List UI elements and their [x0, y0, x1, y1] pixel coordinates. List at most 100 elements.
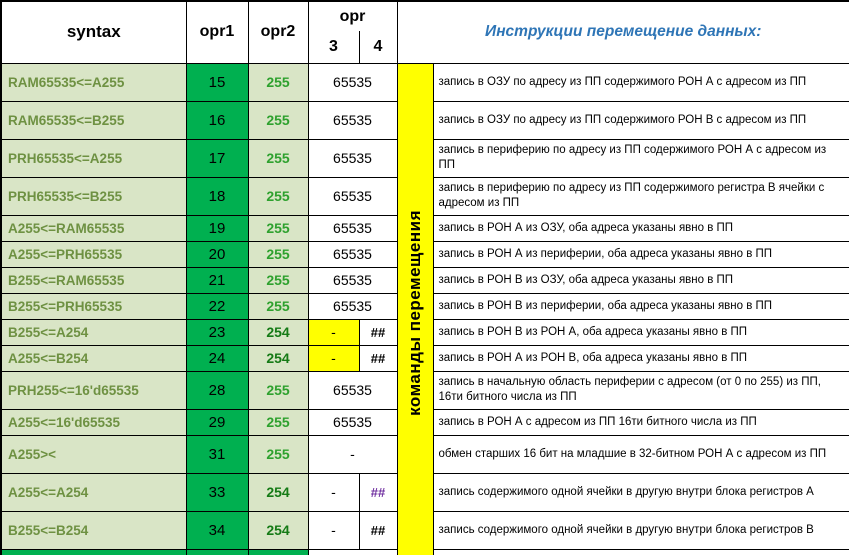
clipped-cell [185, 548, 249, 555]
opcode-cell: 20 [185, 240, 249, 268]
opcode-cell: 15 [185, 62, 249, 102]
table-row: PRH255<=16'd65535 28 255 65535 запись в нача… [0, 370, 849, 410]
column-header-opr2: opr2 [247, 0, 309, 64]
syntax-cell: PRH65535<=A255 [0, 138, 187, 178]
table-title: Инструкции перемещение данных: [396, 0, 849, 64]
description-cell: запись в РОН В из ОЗУ, оба адреса указан… [432, 266, 849, 294]
clipped-row [0, 548, 849, 555]
operand-cell: 65535 [307, 240, 398, 268]
opr2-cell: 255 [247, 100, 309, 140]
description-cell: запись в ОЗУ по адресу из ПП содержимого… [432, 62, 849, 102]
opr3-cell: - [307, 344, 360, 372]
description-cell: запись в РОН В из периферии, оба адреса … [432, 292, 849, 320]
syntax-cell: RAM65535<=A255 [0, 62, 187, 102]
description-cell: запись в РОН А из РОН В, оба адреса указ… [432, 344, 849, 372]
table-row: B255<=PRH65535 22 255 65535 запись в РОН В и… [0, 292, 849, 320]
opr2-cell: 255 [247, 434, 309, 474]
column-header-opr-group: opr [307, 0, 398, 31]
opr2-cell: 254 [247, 318, 309, 346]
syntax-cell: B255<=RAM65535 [0, 266, 187, 294]
table-row: RAM65535<=A255 15 255 65535 команды перемеще… [0, 62, 849, 555]
opr3-cell: - [307, 318, 360, 346]
clipped-cell [247, 548, 309, 555]
opr2-cell: 254 [247, 472, 309, 512]
operand-cell: 65535 [307, 408, 398, 436]
description-cell: запись в РОН В из РОН А, оба адреса указ… [432, 318, 849, 346]
table-body: RAM65535<=A255 15 255 65535 команды перемеще… [0, 62, 849, 555]
column-header-opr3: 3 [307, 31, 360, 64]
table-row: A255<=PRH65535 20 255 65535 запись в РОН А и… [0, 240, 849, 268]
operand-cell: 65535 [307, 176, 398, 216]
opr4-cell: ## [358, 344, 398, 372]
opcode-cell: 19 [185, 214, 249, 242]
clipped-cell [0, 548, 187, 555]
description-cell: запись в ОЗУ по адресу из ПП содержимого… [432, 100, 849, 140]
opcode-cell: 28 [185, 370, 249, 410]
syntax-cell: A255<=B254 [0, 344, 187, 372]
operand-cell: 65535 [307, 214, 398, 242]
syntax-cell: RAM65535<=B255 [0, 100, 187, 140]
opr2-cell: 255 [247, 370, 309, 410]
syntax-cell: PRH65535<=B255 [0, 176, 187, 216]
opr2-cell: 254 [247, 344, 309, 372]
syntax-cell: A255<=16'd65535 [0, 408, 187, 436]
operand-cell: 65535 [307, 370, 398, 410]
opr4-cell: ## [358, 318, 398, 346]
opr2-cell: 255 [247, 292, 309, 320]
clipped-cell [307, 548, 398, 555]
opr2-cell: 255 [247, 62, 309, 102]
operand-cell: 65535 [307, 292, 398, 320]
syntax-cell: B255<=A254 [0, 318, 187, 346]
column-header-opr4: 4 [358, 31, 398, 64]
table-row: A255<=A254 33 254- ## запись содержимого одн… [0, 472, 849, 512]
syntax-cell: A255<=A254 [0, 472, 187, 512]
opr4-cell: ## [358, 510, 398, 550]
description-cell: запись в периферию по адресу из ПП содер… [432, 176, 849, 216]
table-row: RAM65535<=B255 16 255 65535 запись в ОЗУ по … [0, 100, 849, 140]
syntax-cell: A255<=PRH65535 [0, 240, 187, 268]
opcode-cell: 34 [185, 510, 249, 550]
description-cell: запись в периферию по адресу из ПП содер… [432, 138, 849, 178]
column-header-opr1: opr1 [185, 0, 249, 64]
syntax-cell: B255<=PRH65535 [0, 292, 187, 320]
opr2-cell: 255 [247, 240, 309, 268]
syntax-cell: A255<=RAM65535 [0, 214, 187, 242]
table-row: PRH65535<=A255 17 255 65535 запись в перифер… [0, 138, 849, 178]
opr3-cell: - [307, 472, 360, 512]
opr2-cell: 254 [247, 510, 309, 550]
clipped-cell [432, 548, 849, 555]
description-cell: запись содержимого одной ячейки в другую… [432, 472, 849, 512]
opcode-cell: 17 [185, 138, 249, 178]
operand-cell: - [307, 434, 398, 474]
opcode-cell: 33 [185, 472, 249, 512]
header-subrow: 3 4 [1, 31, 849, 64]
description-cell: запись в начальную область периферии с а… [432, 370, 849, 410]
syntax-cell: B255<=B254 [0, 510, 187, 550]
table-row: A255<=RAM65535 19 255 65535 запись в РОН А и… [0, 214, 849, 242]
operand-cell: 65535 [307, 138, 398, 178]
opr2-cell: 255 [247, 266, 309, 294]
opr3-cell: - [307, 510, 360, 550]
opcode-cell: 16 [185, 100, 249, 140]
opcode-cell: 18 [185, 176, 249, 216]
syntax-cell: PRH255<=16'd65535 [0, 370, 187, 410]
header-row: syntax opr1 opr2 opr Инструкции перемеще… [0, 0, 849, 64]
opcode-cell: 23 [185, 318, 249, 346]
syntax-cell: A255>< [0, 434, 187, 474]
description-cell: запись в РОН А с адресом из ПП 16ти битн… [432, 408, 849, 436]
opcode-cell: 31 [185, 434, 249, 474]
table-row: PRH65535<=B255 18 255 65535 запись в перифер… [0, 176, 849, 216]
vertical-banner-label: команды перемещения [405, 209, 424, 416]
opr2-cell: 255 [247, 176, 309, 216]
opr4-cell: ## [358, 472, 398, 512]
description-cell: обмен старших 16 бит на младшие в 32-бит… [432, 434, 849, 474]
table-row: A255<=16'd65535 29 255 65535 запись в РОН А … [0, 408, 849, 436]
opr2-cell: 255 [247, 214, 309, 242]
table-row: B255<=B254 34 254- ## запись содержимого одн… [0, 510, 849, 550]
operand-cell: 65535 [307, 100, 398, 140]
opcode-cell: 21 [185, 266, 249, 294]
opr2-cell: 255 [247, 138, 309, 178]
description-cell: запись в РОН А из ОЗУ, оба адреса указан… [432, 214, 849, 242]
